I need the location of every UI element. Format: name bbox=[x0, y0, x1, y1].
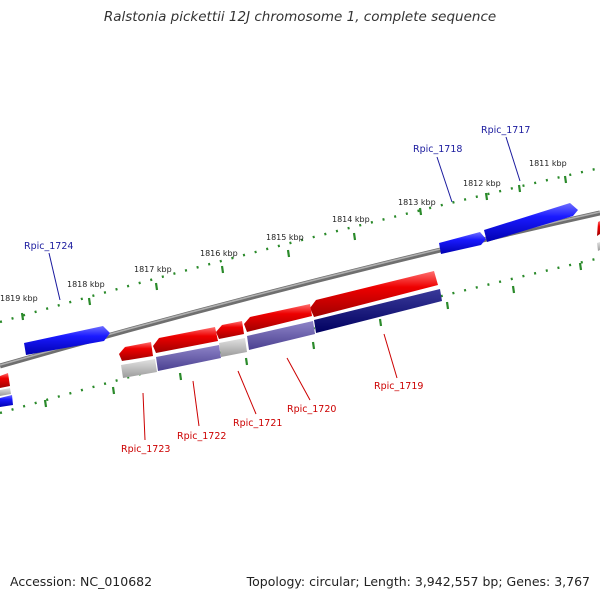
kbp-label-1819: 1819 kbp bbox=[0, 294, 38, 303]
feature-bar-grey-1 bbox=[219, 338, 247, 357]
gene-rpic-1717[interactable] bbox=[484, 203, 578, 242]
feature-bar-purple-1 bbox=[247, 321, 315, 350]
gene-rpic-1721[interactable] bbox=[216, 321, 244, 339]
kbp-labels: 1811 kbp 1812 kbp 1813 kbp 1814 kbp 1815… bbox=[0, 159, 567, 303]
label-rpic-1724[interactable]: Rpic_1724 bbox=[24, 241, 73, 252]
kbp-label-1815: 1815 kbp bbox=[266, 233, 304, 242]
kbp-label-1817: 1817 kbp bbox=[134, 265, 172, 274]
label-rpic-1717[interactable]: Rpic_1717 bbox=[481, 125, 530, 136]
label-rpic-1721[interactable]: Rpic_1721 bbox=[233, 418, 282, 429]
gene-rpic-1719[interactable] bbox=[310, 271, 438, 317]
gene-fragment-right-top bbox=[597, 221, 600, 236]
feature-bar-grey-2 bbox=[121, 359, 157, 378]
gene-rpic-1723[interactable] bbox=[119, 342, 153, 361]
label-rpic-1723[interactable]: Rpic_1723 bbox=[121, 444, 170, 455]
kbp-label-1814: 1814 kbp bbox=[332, 215, 370, 224]
kbp-label-1812: 1812 kbp bbox=[463, 179, 501, 188]
gene-rpic-1718[interactable] bbox=[439, 232, 486, 254]
accession-text: Accession: NC_010682 bbox=[10, 574, 153, 589]
label-leader-lines bbox=[48, 136, 521, 441]
kbp-label-1811: 1811 kbp bbox=[529, 159, 567, 168]
kbp-label-1816: 1816 kbp bbox=[200, 249, 238, 258]
reverse-gene-labels: Rpic_1719 Rpic_1720 Rpic_1721 Rpic_1722 … bbox=[121, 381, 423, 455]
gene-fragment-right-low bbox=[597, 242, 600, 251]
page-title: Ralstonia pickettii 12J chromosome 1, co… bbox=[103, 9, 497, 25]
forward-major-ticks bbox=[20, 175, 568, 321]
label-rpic-1722[interactable]: Rpic_1722 bbox=[177, 431, 226, 442]
genome-summary-text: Topology: circular; Length: 3,942,557 bp… bbox=[246, 574, 590, 589]
label-rpic-1718[interactable]: Rpic_1718 bbox=[413, 144, 462, 155]
feature-bar-purple-2 bbox=[156, 345, 221, 371]
label-rpic-1719[interactable]: Rpic_1719 bbox=[374, 381, 423, 392]
gene-rpic-1722[interactable] bbox=[153, 327, 218, 353]
label-rpic-1720[interactable]: Rpic_1720 bbox=[287, 404, 336, 415]
gene-rpic-1724[interactable] bbox=[24, 326, 110, 355]
reverse-gene-track bbox=[0, 271, 442, 407]
feature-fragment-left-grey bbox=[0, 388, 11, 396]
reverse-major-ticks bbox=[43, 262, 583, 408]
kbp-label-1813: 1813 kbp bbox=[398, 198, 436, 207]
gene-fragment-left-red bbox=[0, 373, 10, 388]
forward-gene-labels: Rpic_1717 Rpic_1718 Rpic_1724 bbox=[24, 125, 530, 252]
gene-rpic-1720[interactable] bbox=[244, 304, 312, 332]
feature-fragment-left-blue bbox=[0, 395, 13, 407]
feature-bar-navy bbox=[314, 289, 442, 333]
forward-gene-track bbox=[24, 203, 600, 355]
kbp-label-1818: 1818 kbp bbox=[67, 280, 105, 289]
